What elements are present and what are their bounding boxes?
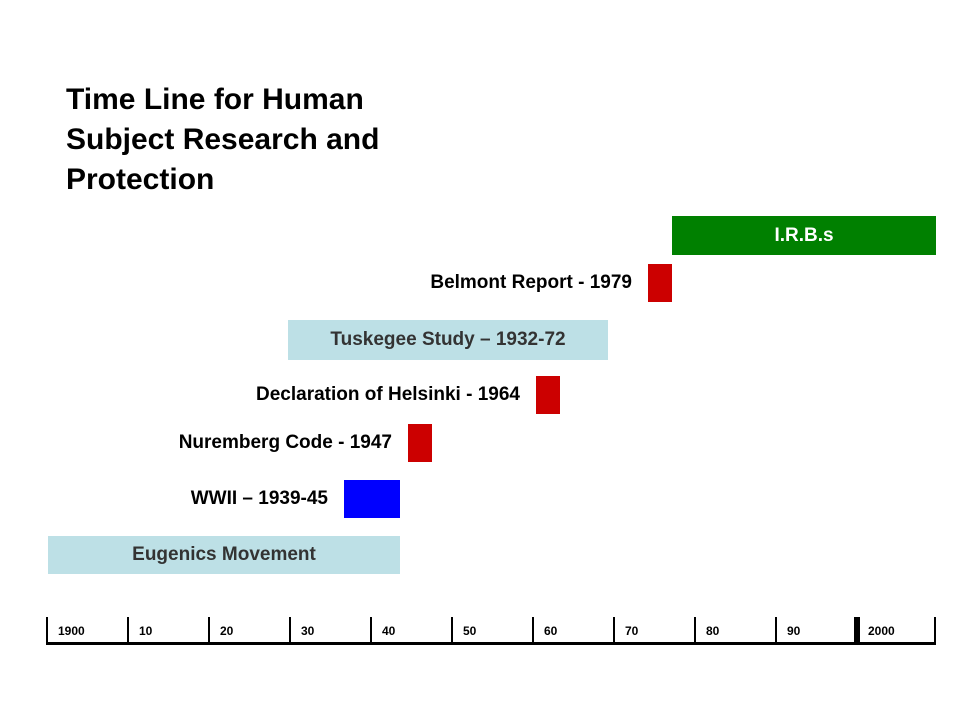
axis-tick-label: 80 — [706, 624, 720, 638]
timeline-label-belmont: Belmont Report - 1979 — [430, 272, 632, 293]
axis-tick — [451, 617, 453, 645]
axis-line — [46, 642, 936, 645]
axis-tick-label: 50 — [463, 624, 477, 638]
axis-tick-label: 90 — [787, 624, 801, 638]
axis-tick-label: 40 — [382, 624, 396, 638]
timeline-bar-irbs: I.R.B.s — [672, 216, 936, 255]
timeline-bar-label: I.R.B.s — [774, 224, 834, 246]
axis-tick — [775, 617, 777, 645]
axis-tick — [208, 617, 210, 645]
timeline-bar-label: Tuskegee Study – 1932-72 — [330, 329, 566, 350]
timeline-bar-wwii — [344, 480, 400, 518]
axis-tick-label: 30 — [301, 624, 315, 638]
timeline-bar-belmont — [648, 264, 672, 302]
axis-tick-label: 70 — [625, 624, 639, 638]
axis-tick — [289, 617, 291, 645]
timeline-bar-label: Eugenics Movement — [132, 544, 316, 565]
axis-tick — [127, 617, 129, 645]
timeline-bar-nuremberg — [408, 424, 432, 462]
axis-tick-label: 20 — [220, 624, 234, 638]
axis-tick — [854, 617, 860, 645]
axis-tick-label: 10 — [139, 624, 153, 638]
timeline-bar-tuskegee: Tuskegee Study – 1932-72 — [288, 320, 608, 360]
axis-tick — [46, 617, 48, 645]
timeline-bar-eugenics: Eugenics Movement — [48, 536, 400, 574]
axis-tick-label: 2000 — [868, 624, 895, 638]
axis-tick — [613, 617, 615, 645]
timeline-label-nuremberg: Nuremberg Code - 1947 — [178, 432, 392, 453]
axis-tick — [694, 617, 696, 645]
axis-tick — [532, 617, 534, 645]
axis-tick-label: 60 — [544, 624, 558, 638]
timeline-bar-helsinki — [536, 376, 560, 414]
axis-tick-label: 1900 — [58, 624, 85, 638]
axis-tick — [370, 617, 372, 645]
timeline-axis: 1900 10 20 30 40 50 60 70 80 90 2000 — [46, 617, 936, 645]
page-title: Time Line for Human Subject Research and… — [66, 83, 380, 196]
axis-end-tick — [934, 617, 936, 645]
timeline-label-helsinki: Declaration of Helsinki - 1964 — [256, 384, 520, 405]
timeline-label-wwii: WWII – 1939-45 — [190, 488, 328, 509]
